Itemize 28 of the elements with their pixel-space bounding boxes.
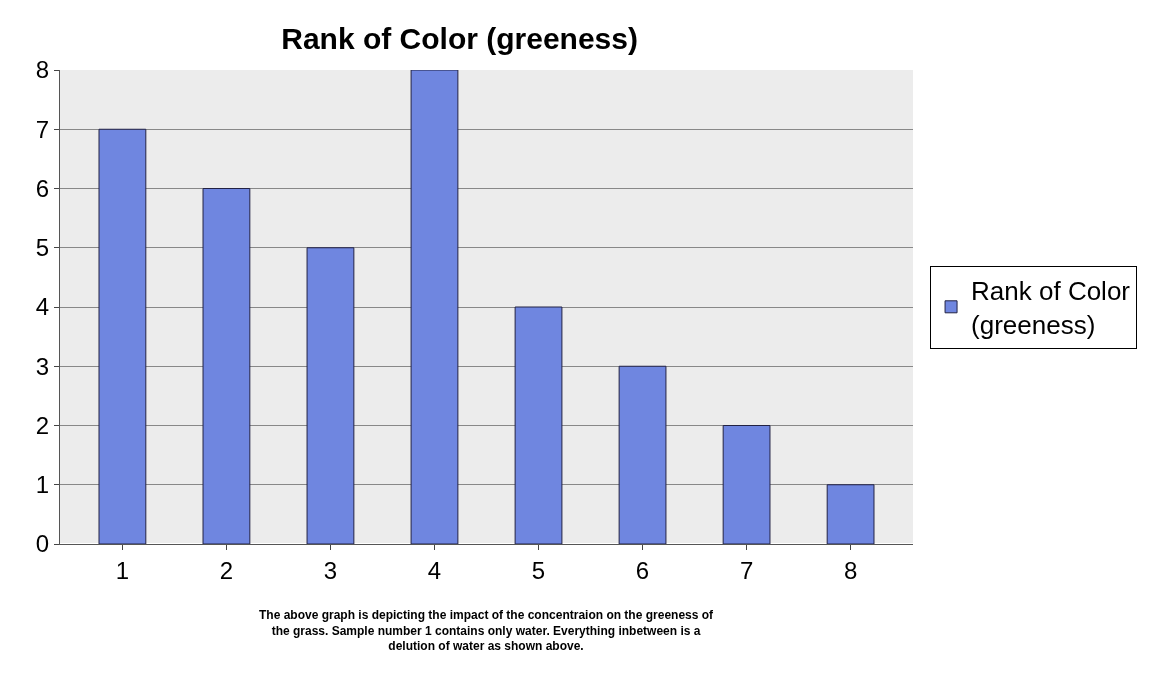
bar	[98, 128, 147, 544]
bar	[410, 70, 459, 544]
chart-title: Rank of Color (greeness)	[281, 21, 638, 55]
text: The above graph is depicting the impact of the concentraion on the greeness of the grass. Sample number 1 contains only water. Everything inbetween is a delution of water as shown above.	[259, 608, 715, 654]
y-tick-label: 0	[35, 530, 50, 558]
y-tick-label: 1	[35, 471, 50, 499]
x-tick-label: 3	[323, 556, 338, 584]
x-tick-label: 8	[843, 556, 858, 584]
x-tick-label: 7	[739, 556, 754, 584]
y-tick-label: 3	[35, 352, 50, 380]
y-tick-label: 7	[35, 115, 50, 143]
bar	[618, 365, 667, 544]
y-tick-label: 4	[35, 293, 50, 321]
bar	[202, 188, 251, 544]
x-tick-label: 6	[635, 556, 650, 584]
y-tick-label: 2	[35, 411, 50, 439]
x-tick-label: 2	[219, 556, 234, 584]
x-tick-label: 5	[531, 556, 546, 584]
bar	[306, 247, 355, 544]
x-tick-label: 1	[115, 556, 130, 584]
x-tick-label: 4	[427, 556, 442, 584]
y-tick-label: 6	[35, 174, 50, 202]
legend-label: Rank of Color (greeness)	[971, 276, 1131, 340]
y-tick-label: 5	[35, 234, 50, 262]
bar	[826, 484, 875, 544]
y-tick-label: 8	[35, 56, 50, 84]
bar	[514, 306, 563, 544]
bar	[722, 425, 771, 544]
